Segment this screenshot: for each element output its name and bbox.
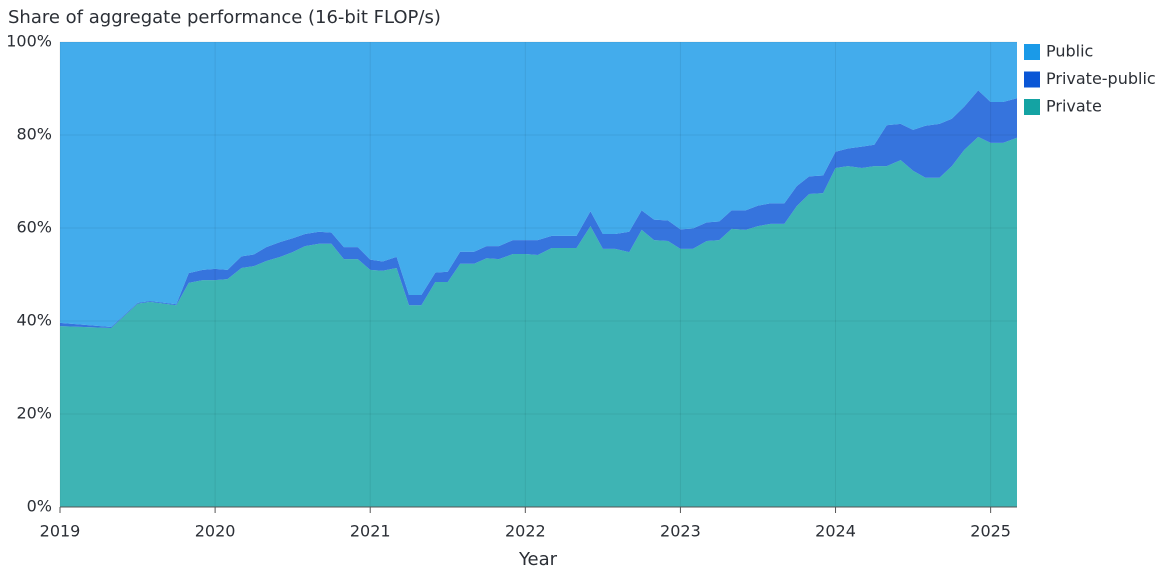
area [60,42,1017,328]
x-tick-label: 2019 [40,522,81,541]
chart-title: Share of aggregate performance (16-bit F… [8,7,441,28]
grid [59,41,1017,513]
x-tick-label: 2025 [970,522,1011,541]
y-tick-label: 40% [16,311,52,330]
legend-label: Private-public [1046,69,1156,88]
legend-swatch [1024,44,1040,60]
x-axis-label: Year [518,549,558,570]
legend-swatch [1024,71,1040,88]
y-tick-label: 20% [16,404,52,423]
x-tick-label: 2022 [505,522,546,541]
y-tick-label: 60% [16,218,52,237]
area [60,136,1017,508]
y-tick-label: 0% [27,497,52,516]
labels: 0% 20% 40% 60% 80% 100% 2019 2020 2021 2022 2023 20… [6,32,1155,541]
x-tick-label: 2023 [660,522,701,541]
x-tick-label: 2020 [195,522,236,541]
areas [60,42,1017,508]
y-tick-label: 80% [16,125,52,144]
x-tick-label: 2024 [815,522,856,541]
x-tick-label: 2021 [350,522,391,541]
legend-swatch [1024,99,1040,115]
legend-label: Private [1046,97,1102,116]
y-tick-label: 100% [6,32,52,51]
legend-label: Public [1046,42,1093,61]
